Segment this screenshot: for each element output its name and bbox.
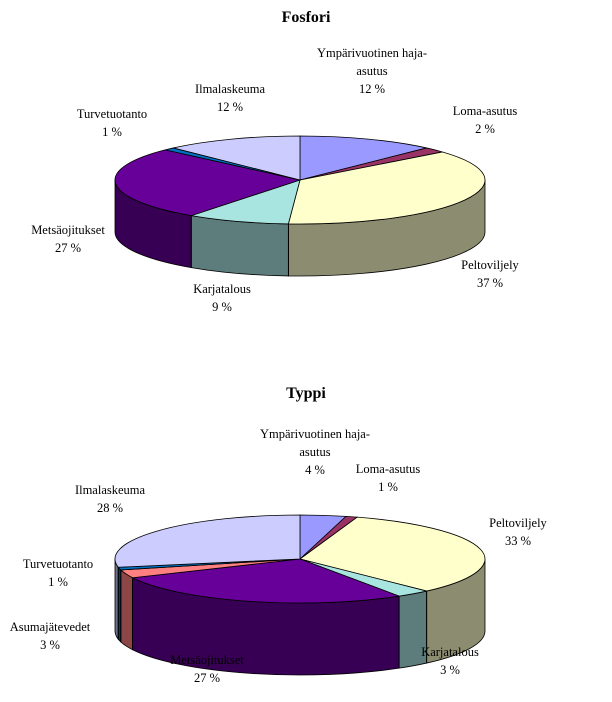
slice-percent-label: 2 % <box>475 122 495 136</box>
pie-slice-mets-ojitukset <box>131 558 401 604</box>
pie-labels: Ympärivuotinen haja-asutus 4 % Loma-asutus… <box>10 427 548 685</box>
pie-side-ilmalaskeuma <box>114 558 119 641</box>
slice-name-label: Metsäojitukset <box>170 653 244 667</box>
slice-name-label: Loma-asutus <box>453 104 518 118</box>
slice-name-label: Karjatalous <box>421 645 479 659</box>
chart-title-typpi: Typpi <box>286 385 326 402</box>
slice-name-label: asutus <box>356 64 387 78</box>
pie-chart-typpi: Typpi Ympärivuotinen haja-asutus 4 % Loma-a… <box>10 385 548 685</box>
slice-percent-label: 1 % <box>48 575 68 589</box>
slice-name-label: Peltoviljely <box>461 258 519 272</box>
slice-name-label: Karjatalous <box>193 282 251 296</box>
slice-percent-label: 3 % <box>40 638 60 652</box>
slice-name-label: Asumajätevedet <box>10 620 91 634</box>
pie-slice-ilmalaskeuma <box>114 514 301 568</box>
chart-title-fosfori: Fosfori <box>282 9 331 26</box>
pie-top <box>114 514 486 604</box>
slice-name-label: asutus <box>299 445 330 459</box>
pie-labels: Ympärivuotinen haja-asutus 12 % Loma-asutu… <box>31 46 519 314</box>
slice-percent-label: 4 % <box>305 463 325 477</box>
slice-percent-label: 27 % <box>55 241 81 255</box>
pie-slice-peltoviljely <box>287 151 486 225</box>
pie-top <box>114 135 486 225</box>
slice-percent-label: 37 % <box>477 276 503 290</box>
slice-percent-label: 28 % <box>97 501 123 515</box>
slice-percent-label: 33 % <box>505 534 531 548</box>
pie-sides <box>114 558 486 676</box>
pie-slice-ilmalaskeuma <box>173 135 301 181</box>
slice-name-label: Turvetuotanto <box>23 557 93 571</box>
slice-percent-label: 1 % <box>378 480 398 494</box>
slice-percent-label: 3 % <box>440 663 460 677</box>
slice-name-label: Metsäojitukset <box>31 223 105 237</box>
pie-side-karjatalous <box>190 215 289 277</box>
slice-name-label: Turvetuotanto <box>77 107 147 121</box>
pie-slice-peltoviljely <box>299 516 486 592</box>
slice-percent-label: 27 % <box>194 671 220 685</box>
slice-percent-label: 1 % <box>102 125 122 139</box>
slice-percent-label: 9 % <box>212 300 232 314</box>
pie-sides <box>114 179 486 277</box>
slice-name-label: Ympärivuotinen haja- <box>317 46 427 60</box>
chart-typpi: Typpi Ympärivuotinen haja-asutus 4 % Loma-a… <box>0 376 612 702</box>
slice-name-label: Peltoviljely <box>489 516 547 530</box>
pie-side-asumaj-tevedet <box>120 569 134 651</box>
pie-chart-fosfori: Fosfori Ympärivuotinen haja-asutus 12 % Lom… <box>31 9 519 314</box>
slice-name-label: Loma-asutus <box>356 462 421 476</box>
slice-name-label: Ilmalaskeuma <box>75 483 146 497</box>
chart-fosfori: Fosfori Ympärivuotinen haja-asutus 12 % Lom… <box>31 9 519 314</box>
slice-name-label: Ilmalaskeuma <box>195 82 266 96</box>
slice-name-label: Ympärivuotinen haja- <box>260 427 370 441</box>
pie-slice-ymp-rivuotinen-haja <box>299 135 427 181</box>
pie-slice-mets-ojitukset <box>114 149 302 217</box>
pie-slice-karjatalous <box>191 179 301 225</box>
slice-percent-label: 12 % <box>217 100 243 114</box>
slice-percent-label: 12 % <box>359 82 385 96</box>
